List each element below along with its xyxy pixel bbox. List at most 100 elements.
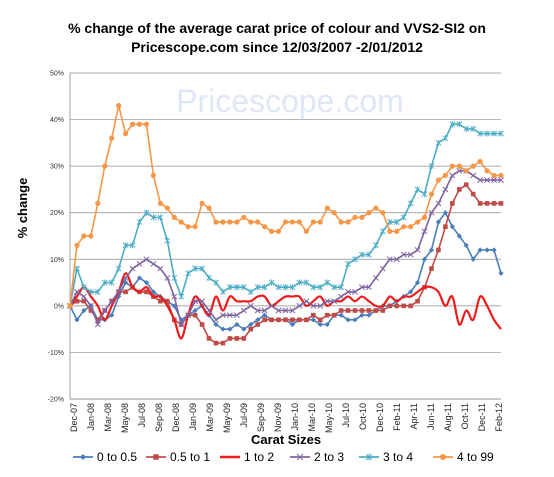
data-point — [150, 260, 157, 267]
data-point — [241, 336, 247, 341]
x-tick-label: Mar-08 — [103, 403, 113, 432]
x-tick-label: Apr-11 — [409, 403, 419, 429]
data-point — [192, 224, 198, 230]
x-tick-label: Aug-11 — [443, 403, 453, 431]
legend-item-5: 3 to 4 — [359, 450, 413, 464]
data-point — [219, 312, 226, 319]
data-point — [365, 284, 372, 291]
data-point — [165, 298, 170, 304]
data-point — [157, 214, 164, 221]
data-point — [463, 242, 469, 248]
data-point — [136, 121, 143, 127]
data-point — [129, 242, 136, 249]
data-point — [192, 312, 198, 318]
data-point — [331, 298, 338, 305]
data-point — [255, 322, 260, 327]
data-point — [456, 233, 462, 239]
data-point — [401, 303, 406, 309]
data-point — [498, 172, 504, 179]
data-point — [498, 270, 504, 276]
data-point — [74, 298, 80, 304]
data-point — [220, 340, 226, 346]
x-tick-label: Feb-11 — [392, 403, 402, 431]
data-point — [491, 177, 498, 184]
x-axis-ticks: Dec-07 Jan-08 Mar-08 May-08 Jul-08 Sep-08 Dec-… — [69, 403, 504, 433]
data-point — [442, 172, 448, 179]
data-point — [178, 219, 184, 225]
legend-item-2: 0.5 to 1 — [146, 450, 210, 464]
data-point — [144, 289, 149, 295]
data-point — [234, 336, 240, 341]
data-point — [359, 251, 365, 258]
series-5 — [67, 121, 504, 309]
x-tick-label: Jul-08 — [137, 403, 147, 428]
data-point — [115, 265, 122, 272]
data-point — [116, 103, 122, 109]
data-point — [393, 256, 400, 263]
data-point — [477, 158, 483, 165]
plot-area — [70, 73, 501, 399]
legend-marker — [365, 453, 373, 461]
data-point — [268, 302, 275, 309]
data-point — [456, 187, 462, 192]
data-point — [352, 214, 358, 220]
data-point — [95, 200, 101, 206]
data-point — [178, 321, 185, 328]
data-point — [484, 201, 490, 206]
data-point — [74, 317, 80, 323]
data-point — [324, 298, 331, 305]
data-point — [484, 177, 491, 184]
data-point — [122, 242, 129, 249]
data-point — [158, 298, 163, 304]
data-point — [81, 307, 87, 314]
legend-marker — [80, 454, 86, 460]
x-tick-label: Feb-12 — [494, 403, 504, 432]
data-point — [498, 130, 504, 137]
data-point — [199, 322, 205, 327]
data-point — [81, 233, 87, 239]
data-point — [213, 316, 219, 323]
data-point — [199, 200, 205, 206]
legend: 0 to 0.5 0.5 to 1 1 to 2 2 to 3 3 to 4 4 to 9… — [73, 450, 494, 464]
data-point — [171, 293, 178, 300]
data-point — [74, 242, 80, 248]
data-point — [108, 279, 115, 286]
data-point — [379, 265, 386, 272]
data-point — [262, 312, 268, 318]
data-point — [331, 284, 338, 291]
data-point — [373, 308, 379, 313]
data-point — [303, 228, 309, 234]
data-point — [150, 214, 157, 221]
data-point — [275, 228, 282, 234]
data-point — [491, 130, 497, 137]
data-point — [380, 308, 386, 313]
data-point — [150, 172, 157, 179]
data-point — [491, 172, 497, 179]
data-point — [296, 279, 303, 286]
data-point — [310, 302, 317, 309]
data-point — [213, 219, 219, 225]
data-point — [456, 121, 463, 128]
data-point — [331, 210, 337, 216]
data-point — [136, 218, 143, 226]
data-point — [324, 312, 330, 318]
data-point — [345, 308, 351, 313]
data-point — [88, 308, 94, 313]
data-point — [94, 321, 101, 328]
series-6 — [67, 103, 504, 309]
data-point — [192, 298, 199, 305]
data-point — [289, 284, 296, 291]
data-point — [192, 307, 198, 314]
data-point — [115, 288, 122, 295]
data-point — [345, 219, 351, 225]
data-point — [359, 308, 365, 313]
data-point — [297, 317, 302, 323]
data-point — [136, 275, 143, 281]
data-point — [206, 307, 212, 314]
data-point — [296, 302, 303, 309]
data-point — [150, 289, 157, 295]
data-point — [352, 308, 358, 313]
data-point — [108, 298, 115, 305]
data-point — [401, 224, 407, 230]
data-point — [303, 298, 310, 305]
